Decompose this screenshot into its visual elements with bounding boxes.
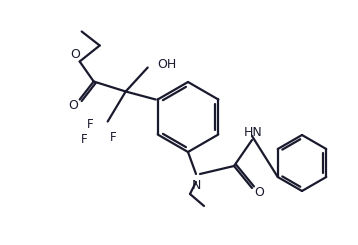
Text: N: N	[191, 179, 201, 192]
Text: F: F	[81, 133, 88, 146]
Text: F: F	[87, 118, 94, 131]
Text: O: O	[70, 48, 79, 61]
Text: OH: OH	[158, 58, 177, 71]
Text: O: O	[68, 99, 78, 112]
Text: O: O	[254, 186, 264, 199]
Text: HN: HN	[244, 126, 262, 139]
Text: F: F	[110, 131, 116, 144]
